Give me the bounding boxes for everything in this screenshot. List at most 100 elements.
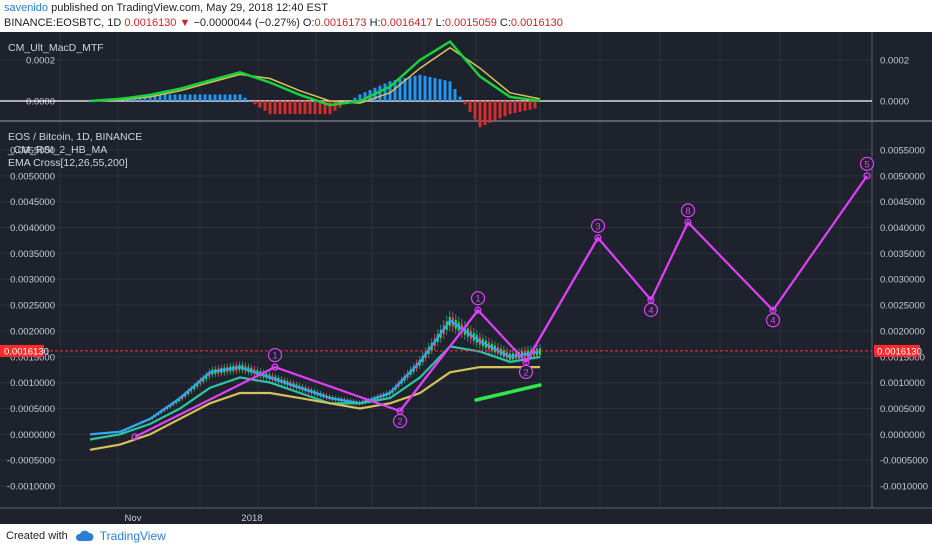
macd-histogram-bar (503, 101, 507, 117)
price-tick-label-right: -0.0010000 (880, 482, 928, 493)
wave-label: 4 (648, 305, 653, 316)
price-tick-label-left: -0.0010000 (7, 482, 55, 493)
wave-line[interactable] (525, 237, 599, 363)
elliott-wave-drawing[interactable]: 1 2 1 2 3 4 8 4 5 (131, 156, 875, 441)
time-tick-label[interactable]: 2018 (241, 513, 262, 524)
wave-label: 3 (595, 221, 600, 232)
macd-histogram-bar (358, 94, 362, 101)
macd-histogram-bar (243, 97, 247, 101)
macd-tick-label-right: 0.0002 (880, 56, 909, 67)
macd-histogram-bar (463, 101, 467, 105)
macd-histogram-bar (323, 101, 327, 115)
macd-title: CM_Ult_MacD_MTF (8, 42, 104, 54)
wave-point[interactable] (863, 172, 871, 180)
price-axis-left: 0.0055000 0.0050000 0.0045000 0.0040000 0.00… (7, 146, 55, 493)
current-price-text-right: 0.0016130 (877, 346, 922, 357)
low-value: 0.0015059 (444, 17, 497, 29)
macd-histogram-bar (233, 94, 237, 101)
macd-histogram-bar (428, 76, 432, 101)
wave-label-circle (643, 302, 659, 318)
symbol-label: BINANCE:EOSBTC, 1D (4, 17, 122, 29)
username-link[interactable]: savenido (4, 2, 49, 14)
price-tick-label-right: 0.0025000 (880, 301, 925, 312)
price-tick-label-left: 0.0020000 (10, 326, 55, 337)
indicator-ema-label: EMA Cross[12,26,55,200] (8, 157, 128, 169)
macd-histogram-bar (523, 101, 527, 111)
macd-histogram-bar (438, 79, 442, 101)
time-tick-label[interactable]: Nov (125, 513, 142, 524)
low-label: L: (435, 17, 445, 29)
macd-histogram-bar (328, 101, 332, 115)
price-pane-title: EOS / Bitcoin, 1D, BINANCE (8, 131, 142, 143)
time-axis[interactable]: Nov 2018 (125, 513, 263, 524)
wave-label-circle (680, 203, 696, 218)
indicator-rsi-label: _CM_RSI_2_HB_MA (7, 144, 107, 156)
macd-tick-label-left: 0.0002 (26, 56, 55, 67)
last-price: 0.0016130 (124, 17, 177, 29)
high-label: H: (369, 17, 381, 29)
macd-histogram-bar (188, 94, 192, 101)
wave-label: 8 (685, 206, 690, 217)
wave-label-circle (267, 348, 283, 363)
price-tick-label-left: 0.0055000 (10, 146, 55, 157)
down-arrow-icon: ▼ (179, 17, 191, 29)
price-tick-label-left: -0.0005000 (7, 456, 55, 467)
macd-histogram-bar (353, 97, 357, 101)
price-tick-label-right: 0.0055000 (880, 146, 925, 157)
price-tick-label-left: 0.0000000 (10, 430, 55, 441)
macd-lines (89, 39, 541, 107)
wave-label-circle (765, 313, 781, 328)
price-axis-right[interactable]: 0.0055000 0.0050000 0.0045000 0.0040000 0.00… (880, 146, 928, 493)
wave-label-circle (470, 291, 486, 306)
wave-point[interactable] (131, 433, 139, 441)
price-tick-label-right: 0.0035000 (880, 249, 925, 260)
macd-histogram-bar (393, 80, 397, 101)
price-tick-label-left: 0.0035000 (10, 249, 55, 260)
wave-line[interactable] (399, 309, 479, 412)
wave-label: 2 (397, 417, 402, 428)
wave-point[interactable] (594, 234, 602, 242)
symbol-info-bar: BINANCE:EOSBTC, 1D 0.0016130 ▼ −0.000004… (4, 17, 563, 29)
price-tick-label-left: 0.0010000 (10, 378, 55, 389)
macd-histogram-bar (298, 101, 302, 115)
footer: Created with TradingView (6, 529, 166, 543)
price-change: −0.0000044 (−0.27%) (193, 17, 300, 29)
macd-histogram-bar (448, 81, 452, 101)
current-price-text-left: 0.0016130 (4, 346, 49, 357)
tradingview-logo[interactable]: TradingView (99, 529, 166, 543)
price-tick-label-left: 0.0025000 (10, 301, 55, 312)
macd-histogram-bar (88, 101, 92, 102)
wave-point[interactable] (271, 363, 279, 371)
macd-histogram-bar (408, 76, 412, 101)
ema-lines (89, 319, 541, 451)
current-price-marker: 0.0016130 0.0016130 (0, 344, 922, 357)
macd-histogram-bar (173, 94, 177, 101)
macd-histogram-bar (278, 101, 282, 115)
wave-label: 1 (475, 294, 480, 305)
publish-info: savenido published on TradingView.com, M… (4, 2, 328, 14)
high-value: 0.0016417 (380, 17, 433, 29)
macd-histogram-bar (468, 101, 472, 112)
published-text: published on TradingView.com, May 29, 20… (51, 2, 328, 14)
ema-26-line (89, 319, 541, 436)
macd-histogram-bar (248, 101, 252, 102)
macd-histogram-bar (283, 101, 287, 115)
ema-55-line (89, 345, 541, 441)
current-price-tag-right (874, 344, 920, 357)
close-label: C: (499, 17, 511, 29)
macd-tick-label-right: 0.0000 (880, 97, 909, 108)
macd-histogram-bar (488, 101, 492, 123)
cloud-icon (75, 530, 94, 541)
wave-point[interactable] (684, 218, 692, 226)
macd-histogram-bar (418, 74, 422, 101)
macd-histogram-bar (258, 101, 262, 108)
wave-point[interactable] (474, 306, 482, 314)
macd-histogram-bar (383, 83, 387, 101)
annotation-green-line[interactable] (474, 383, 542, 402)
macd-axis-right[interactable]: 0.0002 0.0000 (880, 56, 909, 108)
macd-histogram-bar (473, 101, 477, 120)
macd-histogram-bar (303, 101, 307, 115)
macd-histogram-bar (413, 75, 417, 101)
macd-histogram-bar (318, 101, 322, 115)
